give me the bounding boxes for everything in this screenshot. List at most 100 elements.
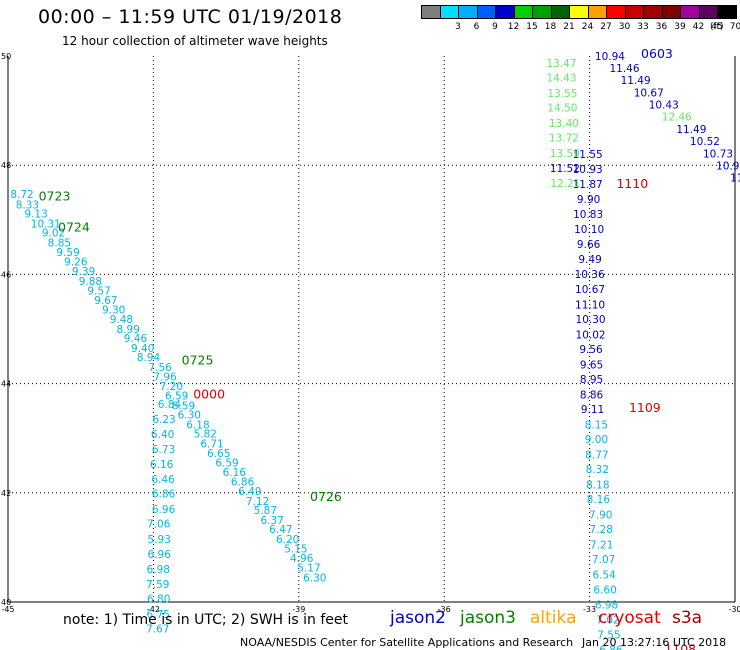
wave-height-label: 13.40: [549, 118, 579, 130]
wave-height-label: 4.96: [290, 553, 314, 565]
wave-height-label: 9.65: [580, 359, 603, 371]
time-label: 0603: [641, 46, 673, 61]
credit-text: NOAA/NESDIS Center for Satellite Applica…: [240, 636, 574, 649]
wave-height-label: 7.56: [148, 362, 172, 374]
y-tick-label: 44: [1, 380, 11, 389]
wave-height-label: 8.99: [117, 324, 140, 336]
y-tick-label: 46: [1, 270, 11, 279]
wave-height-label: 11.10: [575, 299, 605, 311]
wave-height-label: 6.46: [151, 474, 175, 486]
wave-height-label: 6.37: [260, 515, 283, 527]
wave-height-label: 6.86: [152, 489, 176, 501]
wave-height-label: 10.02: [576, 329, 606, 341]
wave-height-label: 8.77: [585, 449, 608, 461]
wave-height-label: 7.21: [590, 539, 613, 551]
scale-label: 12: [507, 22, 520, 32]
timestamp-text: Jan 20 13:27:16 UTC 2018: [582, 636, 727, 649]
y-tick-label: 42: [1, 489, 11, 498]
satellite-name: s3a: [672, 608, 703, 628]
wave-height-label: 7.07: [592, 554, 615, 566]
wave-height-label: 8.32: [586, 464, 609, 476]
wave-height-label: 6.30: [178, 410, 201, 422]
wave-height-label: 10.31: [31, 218, 61, 230]
wave-height-label: 6.65: [207, 448, 230, 460]
wave-height-label: 7.67: [146, 624, 169, 636]
wave-height-label: 10.10: [574, 224, 604, 236]
scale-swatch: [717, 5, 737, 19]
wave-height-label: 8.94: [137, 352, 161, 364]
wave-height-label: 11.46: [609, 63, 639, 75]
wave-height-label: 7.12: [246, 496, 269, 508]
wave-height-label: 7.06: [147, 519, 171, 531]
x-tick-label: -33: [583, 605, 596, 614]
time-label: 0726: [310, 489, 342, 504]
wave-height-label: 6.16: [150, 459, 174, 471]
scale-label: 15: [526, 22, 538, 32]
wave-height-label: 6.75: [147, 609, 170, 621]
scale-label: 30: [618, 22, 631, 32]
wave-height-label: 9.26: [64, 257, 88, 269]
wave-height-label: 11.52: [550, 163, 580, 175]
scale-label: 70: [729, 22, 740, 32]
wave-height-label: 6.20: [276, 534, 299, 546]
wave-height-label: 13.47: [546, 58, 576, 70]
map-title: 00:00 – 11:59 UTC 01/19/2018: [38, 6, 343, 28]
x-tick-label: -42: [147, 605, 160, 614]
wave-height-label: 9.48: [110, 314, 133, 326]
wave-height-label: 12.46: [662, 111, 692, 123]
wave-height-label: 12.21: [550, 178, 580, 190]
wave-height-label: 7.20: [160, 381, 183, 393]
wave-height-label: 11.49: [621, 75, 651, 87]
wave-height-label: 9.39: [72, 266, 95, 278]
wave-height-label: 14.50: [547, 103, 577, 115]
wave-height-label: 9.56: [579, 344, 603, 356]
wave-height-label: 13.59: [550, 148, 580, 160]
time-label: 1110: [616, 176, 648, 191]
wave-height-label: 6.80: [147, 594, 170, 606]
wave-height-label: 9.88: [79, 276, 102, 288]
wave-height-label: 6.18: [186, 419, 209, 431]
wave-height-label: 9.90: [577, 194, 600, 206]
wave-height-label: 10.67: [575, 284, 605, 296]
time-label: 0725: [182, 352, 214, 367]
scale-label: 18: [544, 22, 557, 32]
wave-height-label: 10.93: [573, 164, 603, 176]
wave-height-label: 8.18: [586, 479, 609, 491]
wave-height-label: 10.36: [575, 269, 605, 281]
scale-label: 42: [692, 22, 705, 32]
wave-height-label: 5.17: [297, 562, 320, 574]
wave-height-label: 7.90: [589, 509, 612, 521]
scale-label: 9: [492, 22, 498, 32]
wave-height-label: 9.57: [87, 286, 110, 298]
wave-height-label: 10.67: [634, 87, 664, 99]
wave-height-label: 6.98: [147, 564, 170, 576]
wave-height-label: 9.67: [94, 295, 117, 307]
satellite-name: cryosat: [598, 608, 661, 628]
scale-label: 27: [600, 22, 612, 32]
wave-height-label: 13.72: [549, 133, 579, 145]
scale-label: 21: [563, 22, 575, 32]
wave-height-label: 9.59: [56, 247, 79, 259]
wave-height-label: 10.52: [690, 136, 720, 148]
wave-height-label: 10.94: [595, 51, 625, 63]
scale-label: 24: [581, 22, 594, 32]
x-tick-label: -30: [728, 605, 740, 614]
wave-height-label: 9.49: [578, 254, 601, 266]
wave-height-label: 10.43: [649, 99, 679, 111]
wave-height-label: 5.87: [254, 505, 277, 517]
wave-height-label: 7.59: [146, 579, 169, 591]
wave-height-label: 11.58: [730, 173, 740, 185]
wave-height-label: 11.55: [573, 149, 603, 161]
x-tick-label: -45: [1, 605, 14, 614]
satellite-name: jason2: [390, 608, 446, 628]
wave-height-label: 8.16: [587, 494, 611, 506]
wave-height-label: 6.59: [172, 400, 195, 412]
wave-height-label: 9.13: [24, 209, 47, 221]
wave-height-label: 9.00: [585, 434, 608, 446]
wave-height-label: 6.86: [599, 644, 623, 650]
wave-height-label: 6.71: [200, 438, 223, 450]
wave-height-label: 6.16: [223, 467, 247, 479]
wave-height-label: 6.47: [269, 524, 292, 536]
wave-height-label: 9.02: [42, 228, 65, 240]
